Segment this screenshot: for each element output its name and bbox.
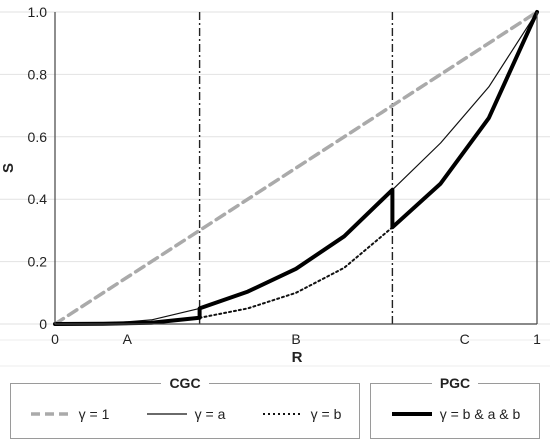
legend-item-gamma-a: γ = a xyxy=(145,406,226,422)
legend-item-pgc: γ = b & a & b xyxy=(390,406,521,422)
legend-label: γ = 1 xyxy=(78,406,110,422)
x-tick-labels: 0 A B C 1 xyxy=(51,331,541,347)
y-tick-labels: 0 0.2 0.4 0.6 0.8 1.0 xyxy=(28,4,48,332)
x-tick-label: 0 xyxy=(51,331,59,347)
legend-label: γ = b & a & b xyxy=(439,406,521,422)
y-tick-label: 0.4 xyxy=(28,191,48,207)
dashed-line-swatch xyxy=(30,412,71,416)
series-line-dashed-1 xyxy=(53,10,539,326)
x-tick-label: B xyxy=(291,331,300,347)
legend-label: γ = b xyxy=(310,406,342,422)
x-tick-label: A xyxy=(123,331,133,347)
y-tick-label: 1.0 xyxy=(28,4,48,20)
y-tick-label: 0.6 xyxy=(28,129,48,145)
x-tick-label: 1 xyxy=(533,331,541,347)
legend-pgc-title: PGC xyxy=(431,375,479,391)
legend-label: γ = a xyxy=(194,406,226,422)
axes xyxy=(54,12,538,325)
legend-item-gamma-1: γ = 1 xyxy=(29,406,110,422)
grid-lines xyxy=(0,11,550,367)
thin-line-swatch xyxy=(146,413,187,415)
thick-line-swatch xyxy=(391,412,432,416)
legend-cgc: CGC γ = 1 γ = a γ = b xyxy=(10,375,360,439)
y-tick-label: 0 xyxy=(39,316,47,332)
x-axis-label: R xyxy=(292,349,303,366)
x-tick-label: C xyxy=(460,331,470,347)
y-axis-label: S xyxy=(0,163,17,173)
series-line-thick-b-a-b xyxy=(53,10,539,326)
vertical-marker-lines xyxy=(198,12,394,324)
series-line-dotted-b xyxy=(198,226,394,319)
y-tick-label: 0.2 xyxy=(28,254,48,270)
legend-cgc-title: CGC xyxy=(161,375,209,391)
series-lines xyxy=(53,10,539,326)
y-tick-label: 0.8 xyxy=(28,66,48,82)
legend-item-gamma-b: γ = b xyxy=(261,406,342,422)
dotted-line-swatch xyxy=(262,413,303,415)
legend-pgc: PGC γ = b & a & b xyxy=(370,375,540,439)
